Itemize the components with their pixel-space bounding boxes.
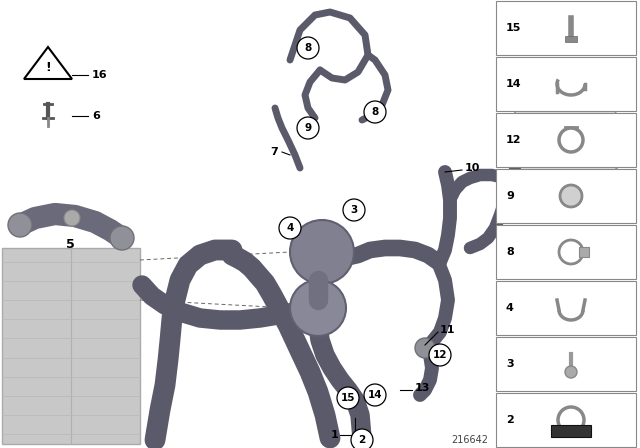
Text: 5: 5 bbox=[66, 237, 74, 250]
Text: !: ! bbox=[45, 60, 51, 73]
Text: 2: 2 bbox=[506, 415, 514, 425]
Circle shape bbox=[364, 101, 386, 123]
Circle shape bbox=[343, 199, 365, 221]
Text: 13: 13 bbox=[415, 383, 430, 393]
Circle shape bbox=[415, 338, 435, 358]
FancyBboxPatch shape bbox=[496, 281, 636, 335]
FancyBboxPatch shape bbox=[496, 169, 636, 223]
Circle shape bbox=[565, 366, 577, 378]
Text: 14: 14 bbox=[368, 390, 382, 400]
Text: 3: 3 bbox=[350, 205, 358, 215]
Circle shape bbox=[337, 387, 359, 409]
Text: 1: 1 bbox=[330, 430, 338, 440]
Text: 216642: 216642 bbox=[451, 435, 488, 445]
Circle shape bbox=[290, 280, 346, 336]
Circle shape bbox=[279, 217, 301, 239]
Circle shape bbox=[429, 344, 451, 366]
Circle shape bbox=[110, 226, 134, 250]
Circle shape bbox=[64, 210, 80, 226]
FancyBboxPatch shape bbox=[496, 113, 636, 167]
Text: 12: 12 bbox=[506, 135, 522, 145]
Text: 8: 8 bbox=[371, 107, 379, 117]
Text: 6: 6 bbox=[92, 111, 100, 121]
FancyBboxPatch shape bbox=[496, 57, 636, 111]
Text: 4: 4 bbox=[286, 223, 294, 233]
Text: 8: 8 bbox=[506, 247, 514, 257]
Text: 9: 9 bbox=[305, 123, 312, 133]
Circle shape bbox=[364, 384, 386, 406]
FancyBboxPatch shape bbox=[496, 393, 636, 447]
Text: 16: 16 bbox=[92, 70, 108, 80]
Text: 7: 7 bbox=[270, 147, 278, 157]
FancyBboxPatch shape bbox=[551, 425, 591, 437]
Polygon shape bbox=[515, 100, 620, 170]
Text: 11: 11 bbox=[440, 325, 456, 335]
Circle shape bbox=[8, 213, 32, 237]
Text: 9: 9 bbox=[506, 191, 514, 201]
Text: 3: 3 bbox=[506, 359, 514, 369]
Text: 8: 8 bbox=[305, 43, 312, 53]
FancyBboxPatch shape bbox=[496, 1, 636, 55]
FancyBboxPatch shape bbox=[496, 225, 636, 279]
Polygon shape bbox=[24, 47, 72, 79]
Circle shape bbox=[560, 185, 582, 207]
Text: 15: 15 bbox=[340, 393, 355, 403]
Circle shape bbox=[297, 117, 319, 139]
Circle shape bbox=[297, 37, 319, 59]
Circle shape bbox=[290, 220, 354, 284]
Text: 10: 10 bbox=[465, 163, 481, 173]
FancyBboxPatch shape bbox=[565, 36, 577, 42]
FancyBboxPatch shape bbox=[579, 247, 589, 257]
FancyBboxPatch shape bbox=[496, 337, 636, 391]
Text: 12: 12 bbox=[433, 350, 447, 360]
Circle shape bbox=[351, 429, 373, 448]
Text: 4: 4 bbox=[506, 303, 514, 313]
Text: 14: 14 bbox=[506, 79, 522, 89]
Text: 15: 15 bbox=[506, 23, 522, 33]
FancyBboxPatch shape bbox=[546, 84, 584, 104]
FancyBboxPatch shape bbox=[2, 248, 140, 444]
Text: 2: 2 bbox=[358, 435, 365, 445]
